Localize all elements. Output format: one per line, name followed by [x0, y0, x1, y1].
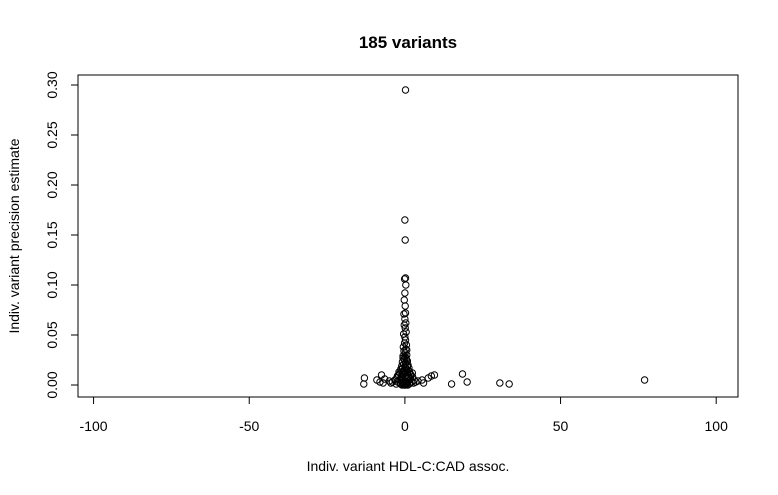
x-axis: -100 -50 0 50 100 — [80, 396, 729, 434]
x-tick-label: 100 — [705, 418, 729, 434]
data-point — [402, 328, 410, 336]
data-point — [401, 274, 410, 282]
data-point — [401, 216, 409, 224]
y-tick-label: 0.10 — [44, 271, 60, 298]
data-point — [400, 296, 408, 304]
data-point — [373, 376, 381, 384]
data-point — [401, 86, 410, 94]
y-tick-label: 0.25 — [44, 121, 60, 148]
data-point — [408, 369, 417, 377]
x-tick-label: 0 — [401, 418, 409, 434]
x-tick-label: -100 — [80, 418, 108, 434]
data-point — [458, 370, 467, 378]
y-tick-label: 0.30 — [44, 71, 60, 98]
data-point — [388, 378, 397, 386]
data-point — [402, 364, 410, 372]
y-tick-label: 0.15 — [44, 221, 60, 248]
y-tick-label: 0.00 — [44, 371, 60, 398]
data-point — [427, 372, 436, 380]
data-point — [360, 380, 368, 388]
chart-title: 185 variants — [359, 33, 457, 52]
data-point — [430, 371, 439, 379]
data-point — [401, 302, 409, 310]
y-tick-label: 0.05 — [44, 321, 60, 348]
data-point — [396, 380, 405, 388]
x-tick-label: -50 — [239, 418, 259, 434]
data-point — [402, 281, 410, 289]
y-axis-label: Indiv. variant precision estimate — [6, 138, 22, 333]
data-point — [401, 336, 410, 344]
data-point — [463, 378, 471, 386]
y-tick-label: 0.20 — [44, 171, 60, 198]
data-point — [360, 374, 369, 382]
data-point — [447, 380, 456, 388]
plot-frame — [77, 74, 739, 398]
data-point — [400, 310, 408, 318]
data-point — [387, 379, 395, 387]
data-points — [360, 86, 649, 389]
data-point — [400, 381, 408, 389]
data-point — [403, 346, 411, 354]
data-point — [402, 319, 410, 327]
x-tick-label: 50 — [553, 418, 569, 434]
data-point — [405, 374, 413, 382]
data-point — [401, 353, 409, 361]
data-point — [397, 375, 405, 383]
data-point — [403, 381, 412, 389]
data-point — [505, 380, 513, 388]
data-point — [419, 379, 428, 387]
x-axis-label: Indiv. variant HDL-C:CAD assoc. — [307, 458, 510, 474]
data-point — [377, 371, 386, 379]
data-point — [379, 379, 387, 387]
data-point — [401, 236, 409, 244]
data-point — [640, 376, 649, 384]
data-point — [397, 372, 406, 380]
data-point — [395, 368, 403, 376]
data-point — [496, 379, 504, 387]
y-axis: 0.00 0.05 0.10 0.15 0.20 0.25 0.30 — [44, 71, 79, 399]
data-point — [399, 360, 408, 368]
data-point — [400, 368, 408, 376]
data-point — [401, 289, 409, 297]
data-point — [400, 321, 408, 329]
